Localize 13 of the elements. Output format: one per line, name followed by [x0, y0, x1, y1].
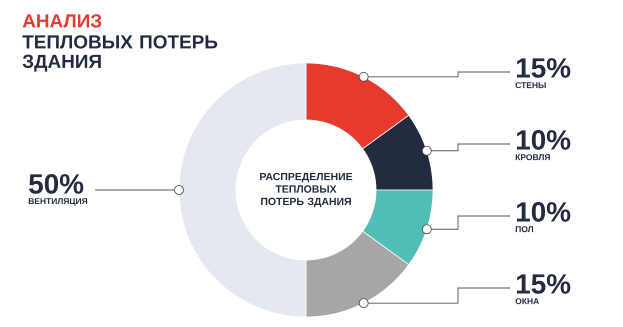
slice-label: ПОЛ: [516, 226, 534, 232]
data-label: 10%: [516, 202, 570, 222]
slice-label: СТЕНЫ: [516, 82, 546, 88]
data-label: 15%: [516, 58, 570, 78]
chart-title: АНАЛИЗ: [22, 14, 102, 28]
slice-label: КРОВЛЯ: [516, 154, 550, 160]
data-label: 15%: [516, 274, 570, 294]
text: РАСПРЕДЕЛЕНИЕ ТЕПЛОВЫХ ПОТЕРЬ ЗДАНИЯ: [260, 172, 352, 208]
data-label: 50%: [29, 174, 84, 194]
slice-label: ВЕНТИЛЯЦИЯ: [28, 198, 88, 206]
data-label: 10%: [516, 130, 570, 150]
slice-label: ОКНА: [516, 298, 539, 304]
chart-subtitle: ТЕПЛОВЫХ ПОТЕРЬ ЗДАНИЯ: [22, 35, 218, 72]
